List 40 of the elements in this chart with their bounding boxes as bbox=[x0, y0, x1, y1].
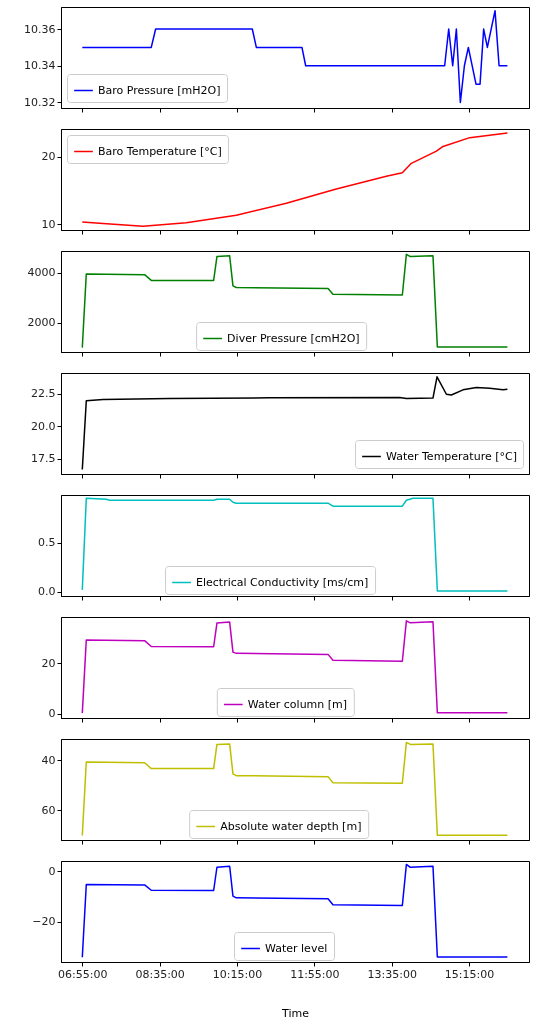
x-tick-label: 08:35:00 bbox=[135, 967, 185, 981]
y-tick-label: −20 bbox=[32, 915, 56, 929]
y-tick-label: 0.5 bbox=[38, 536, 56, 550]
y-tick-label: 0.0 bbox=[38, 585, 56, 599]
y-tick-label: 10.36 bbox=[24, 22, 56, 36]
y-tick-label: 10.34 bbox=[24, 59, 56, 73]
y-tick-label: 2000 bbox=[27, 316, 56, 330]
line-series bbox=[81, 863, 509, 958]
y-tick-label: 0 bbox=[48, 707, 56, 721]
line-series bbox=[81, 620, 509, 714]
line-series bbox=[81, 9, 509, 104]
y-tick-label: 4000 bbox=[27, 266, 56, 280]
y-tick-label: 10.32 bbox=[24, 95, 56, 109]
legend-label: Baro Temperature [°C] bbox=[98, 144, 222, 158]
legend-label: Baro Pressure [mH2O] bbox=[98, 83, 221, 97]
x-tick-label: 15:15:00 bbox=[444, 967, 495, 981]
y-tick-label: 60 bbox=[41, 803, 56, 817]
legend-label: Electrical Conductivity [ms/cm] bbox=[196, 575, 369, 589]
x-axis-title: Time bbox=[281, 1006, 310, 1020]
legend-label: Absolute water depth [m] bbox=[220, 819, 362, 833]
y-tick-label: 0 bbox=[48, 864, 56, 878]
y-tick-label: 22.5 bbox=[31, 387, 56, 401]
legend-label: Water Temperature [°C] bbox=[386, 449, 517, 463]
y-tick-label: 40 bbox=[41, 753, 56, 767]
x-tick-label: 13:35:00 bbox=[367, 967, 417, 981]
y-tick-label: 20.0 bbox=[31, 419, 56, 433]
y-tick-label: 20 bbox=[41, 150, 56, 164]
line-series bbox=[81, 132, 509, 227]
y-tick-label: 20 bbox=[41, 656, 56, 670]
y-tick-label: 17.5 bbox=[31, 452, 56, 466]
x-tick-label: 06:55:00 bbox=[58, 967, 108, 981]
line-series bbox=[81, 497, 509, 592]
y-tick-label: 10 bbox=[41, 217, 56, 231]
legend-label: Diver Pressure [cmH2O] bbox=[227, 331, 360, 345]
legend-label: Water level bbox=[265, 941, 328, 955]
x-tick-label: 10:15:00 bbox=[212, 967, 263, 981]
line-series bbox=[81, 253, 509, 349]
x-tick-label: 11:55:00 bbox=[290, 967, 340, 981]
line-series bbox=[81, 741, 509, 837]
legend-label: Water column [m] bbox=[247, 697, 348, 711]
